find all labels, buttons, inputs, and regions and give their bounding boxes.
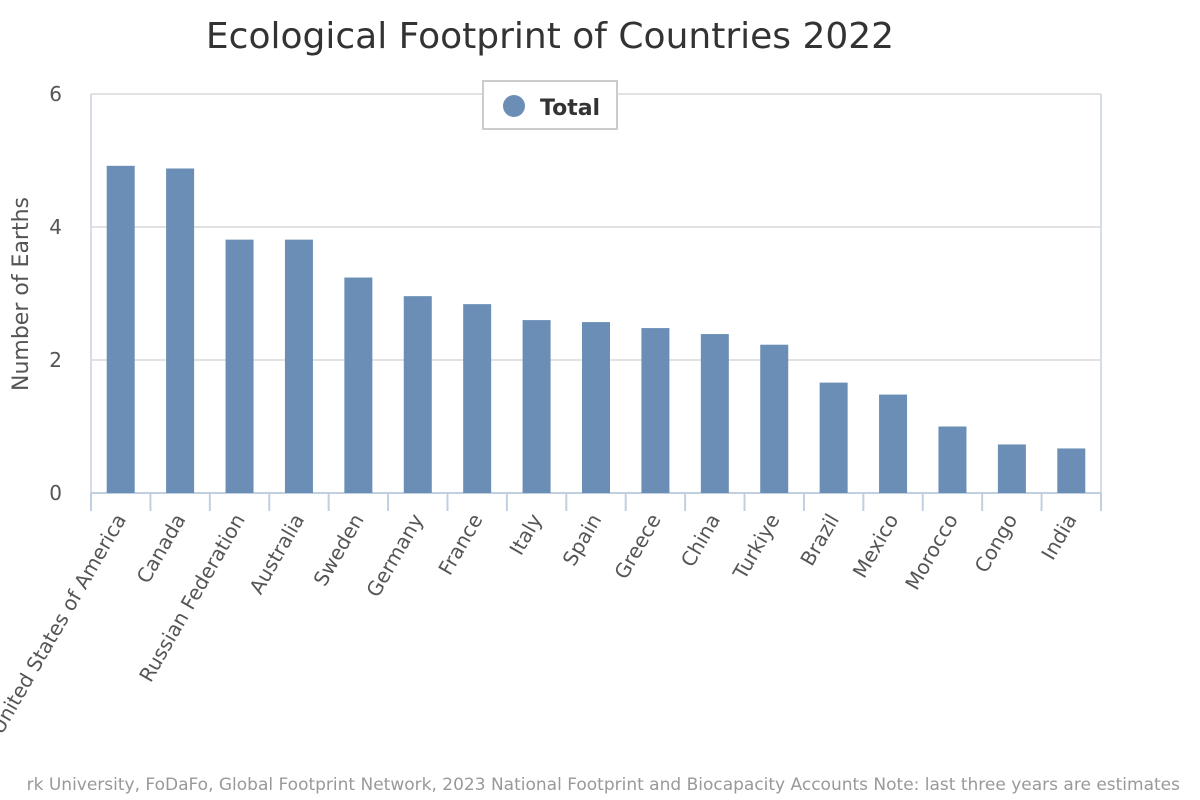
x-tick-label: India: [1036, 510, 1081, 565]
x-tick-label: Canada: [132, 510, 191, 588]
bar[interactable]: [166, 168, 195, 494]
bar[interactable]: [225, 239, 254, 493]
x-tick-label: China: [676, 510, 725, 571]
chart-credits[interactable]: rk University, FoDaFo, Global Footprint …: [27, 775, 1181, 795]
bar[interactable]: [819, 382, 848, 493]
x-tick-label: United States of America: [0, 510, 131, 738]
bar[interactable]: [938, 426, 967, 494]
y-tick-label: 4: [49, 215, 62, 239]
x-tick-label: Morocco: [900, 510, 963, 595]
legend-marker: [503, 95, 525, 117]
bar[interactable]: [1057, 448, 1086, 493]
chart-title: Ecological Footprint of Countries 2022: [206, 16, 894, 57]
x-tick-label: Greece: [609, 510, 665, 584]
bar[interactable]: [284, 239, 313, 493]
x-tick-label: Australia: [244, 510, 309, 599]
x-tick-label: Russian Federation: [134, 510, 250, 686]
bar[interactable]: [522, 320, 551, 493]
bar[interactable]: [700, 334, 729, 493]
y-tick-label: 0: [49, 481, 62, 505]
bar[interactable]: [997, 444, 1026, 493]
x-tick-label: Sweden: [308, 510, 368, 590]
bar[interactable]: [344, 277, 373, 493]
bar[interactable]: [106, 165, 135, 493]
y-axis-label: Number of Earths: [9, 197, 34, 391]
x-tick-label: Mexico: [848, 510, 904, 582]
y-axis-ticks: 0 2 4 6: [49, 82, 62, 505]
y-tick-label: 2: [49, 348, 62, 372]
x-tick-label: Italy: [504, 509, 547, 559]
x-tick-label: Congo: [970, 510, 1023, 577]
bar[interactable]: [760, 344, 789, 493]
x-tick-label: France: [433, 510, 487, 580]
x-tick-label: Spain: [558, 510, 607, 570]
bar[interactable]: [641, 328, 670, 493]
legend[interactable]: Total: [482, 80, 618, 130]
bar[interactable]: [403, 296, 432, 493]
bar[interactable]: [463, 304, 492, 493]
y-tick-label: 6: [49, 82, 62, 106]
bar[interactable]: [879, 394, 908, 493]
x-tick-label: Brazil: [795, 510, 844, 570]
x-tick-label: Germany: [361, 509, 428, 601]
x-tick-label: Turkiye: [728, 510, 785, 585]
bar-series[interactable]: [106, 165, 1086, 494]
legend-label[interactable]: Total: [540, 96, 600, 121]
bar[interactable]: [582, 322, 610, 493]
